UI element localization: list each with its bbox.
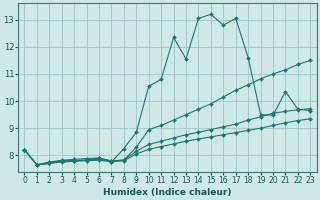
X-axis label: Humidex (Indice chaleur): Humidex (Indice chaleur) — [103, 188, 232, 197]
